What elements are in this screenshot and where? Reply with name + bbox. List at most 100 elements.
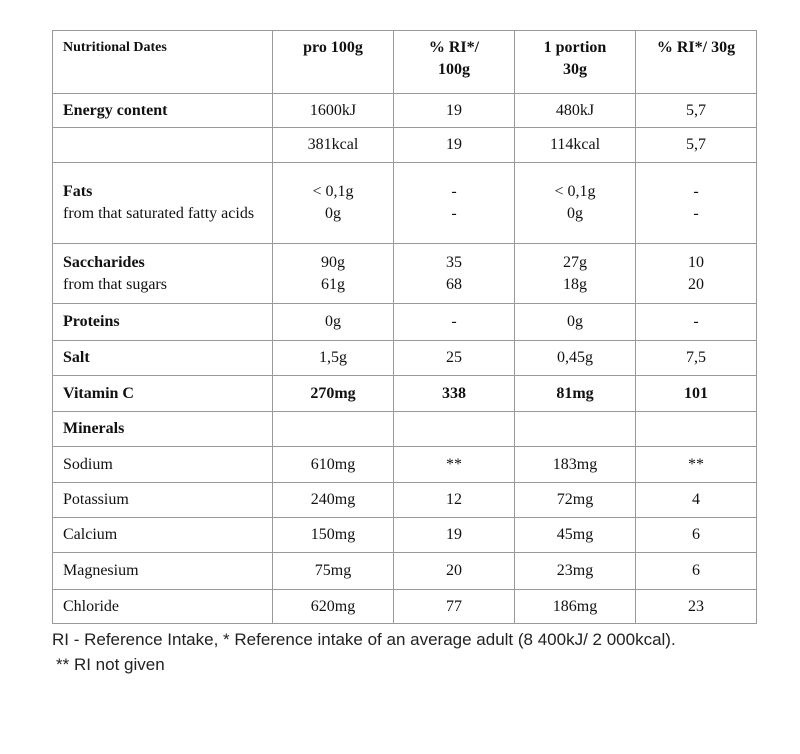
cell-line: 1 portion <box>543 39 607 56</box>
table-cell: Calcium <box>52 517 273 553</box>
header-cell: % RI*/ 100g <box>393 30 515 94</box>
table-cell: 186mg <box>514 589 636 624</box>
table-cell: 620mg <box>272 589 394 624</box>
cell-line: 19 <box>446 136 462 153</box>
table-cell: Fats from that saturated fatty acids <box>52 162 273 244</box>
cell-line: Potassium <box>63 491 129 508</box>
table-cell: Chloride <box>52 589 273 624</box>
table-cell: 72mg <box>514 482 636 518</box>
cell-line: 90g <box>321 253 345 271</box>
cell-line: 7,5 <box>686 349 706 366</box>
table-cell: Proteins <box>52 303 273 341</box>
table-row: Magnesium 75mg 20 23mg 6 <box>52 552 757 590</box>
cell-line: Magnesium <box>63 562 139 579</box>
table-row: Saccharides from that sugars 90g 61g 35 68 27g… <box>52 243 757 304</box>
cell-line: Nutritional Dates <box>63 40 167 55</box>
table-cell: 20 <box>393 552 515 590</box>
cell-line: 114kcal <box>549 136 601 153</box>
table-cell: 0,45g <box>514 340 636 376</box>
cell-line: < 0,1g <box>312 183 354 200</box>
cell-line: 186mg <box>552 597 598 615</box>
cell-line: Vitamin C <box>63 384 134 402</box>
cell-line: 0g <box>325 313 341 330</box>
table-cell: 75mg <box>272 552 394 590</box>
cell-line: 19 <box>446 526 462 543</box>
table-row: 381kcal 19 114kcal 5,7 <box>52 127 757 163</box>
cell-line: 0g <box>567 313 583 330</box>
footnote: RI - Reference Intake, * Reference intak… <box>52 630 676 649</box>
table-row: Energy content 1600kJ 19 480kJ 5,7 <box>52 93 757 128</box>
header-cell: % RI*/ 30g <box>635 30 757 94</box>
table-cell: 90g 61g <box>272 243 394 304</box>
table-cell: Saccharides from that sugars <box>52 243 273 304</box>
cell-line: % RI*/ <box>428 39 480 56</box>
cell-line: Sodium <box>63 455 113 473</box>
table-cell: 0g <box>272 303 394 341</box>
table-cell: 270mg <box>272 375 394 412</box>
cell-line: 20 <box>446 562 462 579</box>
cell-line: 35 <box>446 253 462 271</box>
cell-line: 10 <box>688 253 704 271</box>
footnote: ** RI not given <box>56 655 165 674</box>
cell-line: 381kcal <box>307 136 359 153</box>
cell-line: 0g <box>325 205 341 222</box>
table-cell: 183mg <box>514 446 636 483</box>
cell-line: 4 <box>692 491 700 508</box>
table-cell: ** <box>635 446 757 483</box>
table-body: Energy content 1600kJ 19 480kJ 5,7 381kcal 19 1… <box>52 93 757 624</box>
cell-line: pro 100g <box>303 39 363 56</box>
table-cell: ** <box>393 446 515 483</box>
table-cell: Vitamin C <box>52 375 273 412</box>
table-row: Potassium 240mg 12 72mg 4 <box>52 482 757 518</box>
nutrition-table: Nutritional Dates pro 100g% RI*/100g 1 por… <box>52 30 757 624</box>
table-cell: 10 20 <box>635 243 757 304</box>
table-cell: 338 <box>393 375 515 412</box>
table-cell: 12 <box>393 482 515 518</box>
table-row: Vitamin C 270mg 338 81mg 101 <box>52 375 757 412</box>
header-cell: 1 portion 30g <box>514 30 636 94</box>
cell-line: 23mg <box>556 562 594 579</box>
table-cell: 19 <box>393 517 515 553</box>
cell-line: 100g <box>438 61 470 78</box>
cell-line: 72mg <box>556 491 594 508</box>
table-cell: 6 <box>635 517 757 553</box>
cell-line: 81mg <box>556 384 594 402</box>
cell-line: Chloride <box>63 597 119 615</box>
table-cell: - <box>635 303 757 341</box>
table-cell: 81mg <box>514 375 636 412</box>
table-cell: 45mg <box>514 517 636 553</box>
cell-line: Minerals <box>63 420 125 437</box>
table-cell: 610mg <box>272 446 394 483</box>
cell-line: Calcium <box>63 526 118 543</box>
table-row: Sodium 610mg ** 183mg ** <box>52 446 757 483</box>
cell-line: - <box>451 183 457 200</box>
cell-line: 338 <box>442 384 466 402</box>
cell-line: 5,7 <box>686 136 706 153</box>
table-cell: 381kcal <box>272 127 394 163</box>
table-cell: 27g 18g <box>514 243 636 304</box>
table-cell: 6 <box>635 552 757 590</box>
cell-line: 620mg <box>310 597 356 615</box>
cell-line: 5,7 <box>686 101 706 119</box>
cell-line: - <box>693 183 699 200</box>
cell-line: 68 <box>446 275 462 293</box>
cell-line: - <box>693 205 699 222</box>
table-cell <box>393 411 515 447</box>
table-cell: 5,7 <box>635 127 757 163</box>
cell-line: 610mg <box>310 455 356 473</box>
header-cell: Nutritional Dates <box>52 30 273 94</box>
cell-line: Energy content <box>63 101 168 119</box>
cell-line: ** <box>446 455 462 473</box>
cell-line: from that sugars <box>63 275 167 293</box>
table-cell: 5,7 <box>635 93 757 128</box>
cell-line: 18g <box>563 275 587 293</box>
table-cell: - <box>393 303 515 341</box>
table-cell: 25 <box>393 340 515 376</box>
cell-line: 77 <box>446 597 462 615</box>
table-row: Minerals <box>52 411 757 447</box>
table-cell: 19 <box>393 93 515 128</box>
cell-line: 101 <box>684 384 708 402</box>
cell-line: 183mg <box>552 455 598 473</box>
table-cell <box>272 411 394 447</box>
